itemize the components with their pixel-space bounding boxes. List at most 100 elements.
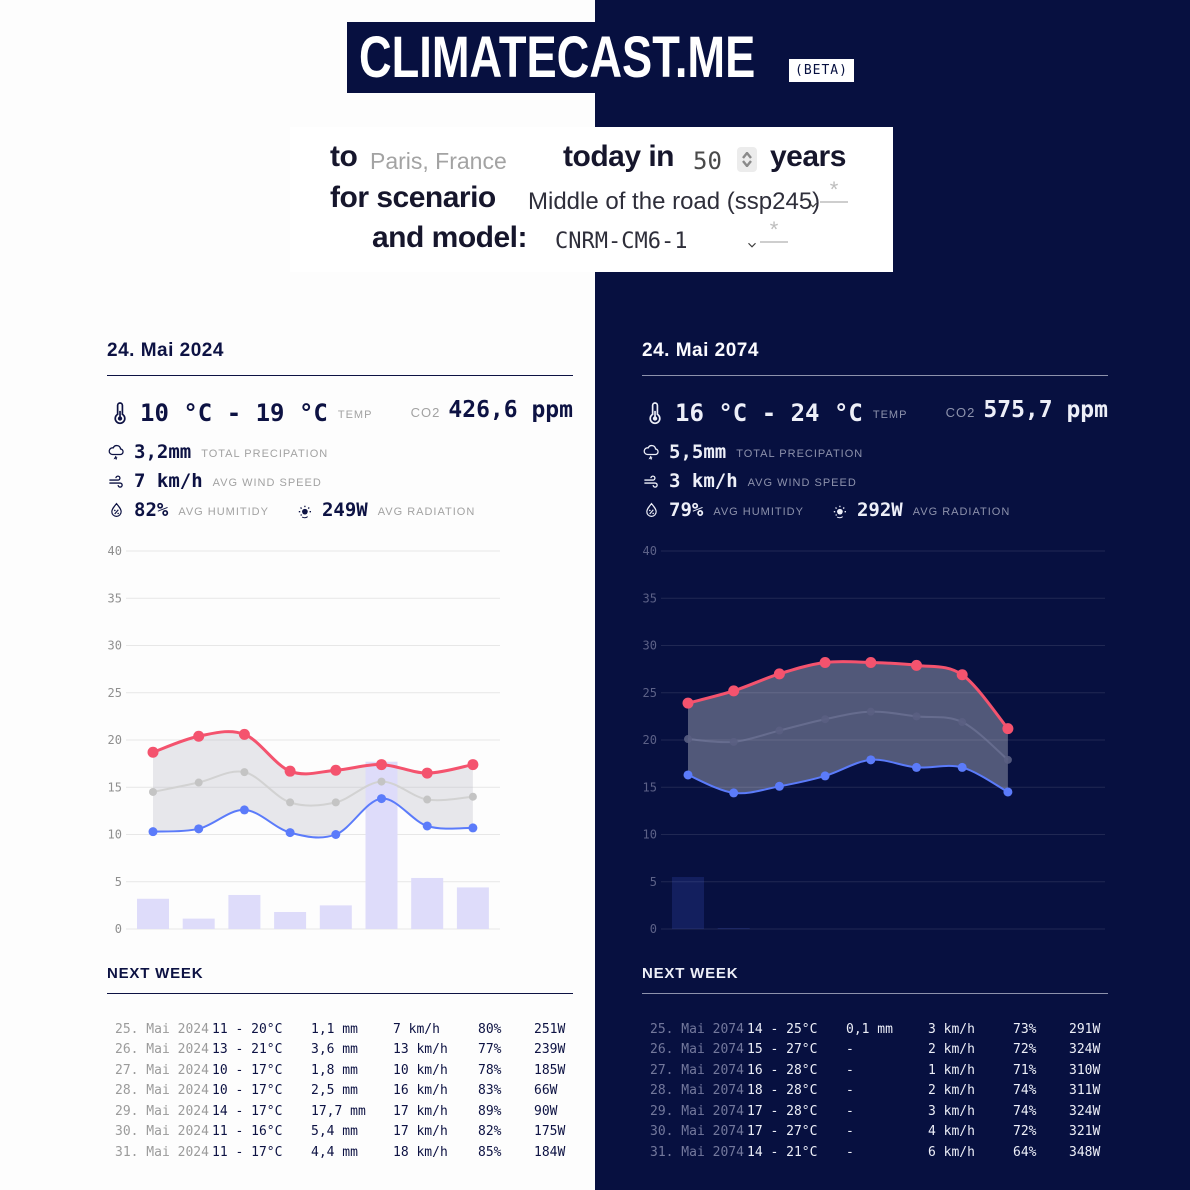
co2-value: 575,7 ppm <box>983 397 1108 423</box>
table-cell-humidity: 64% <box>995 1145 1051 1160</box>
table-cell-temp: 11 - 20°C <box>212 1021 283 1037</box>
wind-icon <box>375 1022 389 1036</box>
temp-range-value: 10 °C - 19 °C <box>140 399 328 427</box>
wind-icon <box>375 1104 389 1118</box>
table-row: 31. Mai 2024 11 - 17°C 4,4 mm 18 km/h 85… <box>115 1142 573 1163</box>
chevron-down-icon <box>745 237 759 251</box>
forecast-form: to Paris, France today in years for scen… <box>290 127 893 272</box>
svg-text:0: 0 <box>115 922 122 936</box>
next-week-title: NEXT WEEK <box>642 965 1108 994</box>
table-cell-wind: 16 km/h <box>375 1083 460 1098</box>
panel-today: 24. Mai 2024 10 °C - 19 °C TEMP CO2 426,… <box>107 340 573 1160</box>
svg-text:0: 0 <box>650 922 657 936</box>
temp-range-value: 16 °C - 24 °C <box>675 399 863 427</box>
table-cell-radiation: 185W <box>516 1063 573 1078</box>
table-cell-precip: 4,4 mm <box>293 1145 375 1160</box>
table-cell-precip: - <box>828 1063 910 1078</box>
table-cell-humidity: 89% <box>460 1104 516 1119</box>
svg-text:35: 35 <box>108 591 122 605</box>
table-cell-radiation: 324W <box>1051 1104 1108 1119</box>
years-input[interactable] <box>693 147 735 175</box>
sun-radiation-icon <box>516 1125 530 1139</box>
chevron-down-icon <box>806 197 820 211</box>
humidity-drop-icon <box>995 1022 1009 1036</box>
svg-text:15: 15 <box>108 780 122 794</box>
next-week-section: NEXT WEEK 25. Mai 2074 14 - 25°C 0,1 mm … <box>642 965 1108 1163</box>
table-cell-temp: 18 - 28°C <box>747 1083 818 1099</box>
table-cell-humidity: 83% <box>460 1083 516 1098</box>
humidity-value: 79% <box>669 499 704 521</box>
co2-label: CO2 <box>945 405 976 420</box>
scenario-label: for scenario <box>330 181 496 214</box>
table-cell-wind: 10 km/h <box>375 1063 460 1078</box>
svg-text:30: 30 <box>643 639 657 653</box>
location-input[interactable]: Paris, France <box>370 148 507 174</box>
sun-radiation-icon <box>1051 1043 1065 1057</box>
next-week-section: NEXT WEEK 25. Mai 2024 11 - 20°C 1,1 mm … <box>107 965 573 1163</box>
svg-text:25: 25 <box>643 686 657 700</box>
table-cell-humidity: 78% <box>460 1063 516 1078</box>
temp-label: TEMP <box>337 409 373 421</box>
table-cell-wind: 2 km/h <box>910 1042 995 1057</box>
table-row: 28. Mai 2074 18 - 28°C - 2 km/h 74% 311W <box>650 1081 1108 1102</box>
rain-cloud-icon <box>828 1063 842 1077</box>
sun-radiation-icon <box>830 501 849 520</box>
rain-cloud-icon <box>828 1043 842 1057</box>
today-in-label: today in <box>563 140 675 173</box>
table-cell-precip: 5,4 mm <box>293 1124 375 1139</box>
svg-text:20: 20 <box>643 733 657 747</box>
table-row: 30. Mai 2024 11 - 16°C 5,4 mm 17 km/h 82… <box>115 1122 573 1143</box>
humidity-drop-icon <box>995 1063 1009 1077</box>
wind-icon <box>910 1022 924 1036</box>
sun-radiation-icon <box>516 1084 530 1098</box>
precip-value: 5,5mm <box>669 441 727 463</box>
wind-value: 3 km/h <box>669 470 738 492</box>
wind-value: 7 km/h <box>134 470 203 492</box>
thermometer-icon <box>642 401 667 426</box>
wind-icon <box>107 472 126 491</box>
humidity-drop-icon <box>995 1145 1009 1159</box>
rain-cloud-icon <box>828 1104 842 1118</box>
svg-text:10: 10 <box>108 828 122 842</box>
rain-cloud-icon <box>293 1084 307 1098</box>
table-row: 26. Mai 2024 13 - 21°C 3,6 mm 13 km/h 77… <box>115 1040 573 1061</box>
table-cell-wind: 17 km/h <box>375 1104 460 1119</box>
svg-text:5: 5 <box>650 875 657 889</box>
humidity-drop-icon <box>460 1125 474 1139</box>
scenario-select[interactable]: Middle of the road (ssp245) <box>528 188 821 215</box>
sun-radiation-icon <box>516 1063 530 1077</box>
table-cell-precip: - <box>828 1104 910 1119</box>
humidity-drop-icon <box>460 1022 474 1036</box>
wind-icon <box>375 1145 389 1159</box>
humidity-value: 82% <box>134 499 169 521</box>
table-cell-precip: - <box>828 1145 910 1160</box>
table-cell-radiation: 184W <box>516 1145 573 1160</box>
app-header: CLIMATECAST.ME <box>347 22 768 93</box>
table-row: 30. Mai 2074 17 - 27°C - 4 km/h 72% 321W <box>650 1122 1108 1143</box>
humidity-drop-icon <box>460 1145 474 1159</box>
humidity-label: AVG HUMITIDY <box>713 506 804 518</box>
table-cell-temp: 10 - 17°C <box>212 1083 283 1099</box>
next-week-title: NEXT WEEK <box>107 965 573 994</box>
table-cell-date: 25. Mai 2024 <box>115 1021 209 1037</box>
table-cell-temp: 10 - 17°C <box>212 1062 283 1078</box>
rain-cloud-icon <box>293 1104 307 1118</box>
radiation-value: 249W <box>321 499 368 521</box>
svg-text:25: 25 <box>108 686 122 700</box>
table-cell-wind: 18 km/h <box>375 1145 460 1160</box>
co2-label: CO2 <box>410 405 441 420</box>
table-cell-wind: 17 km/h <box>375 1124 460 1139</box>
years-stepper[interactable] <box>737 147 757 172</box>
table-cell-humidity: 71% <box>995 1063 1051 1078</box>
table-row: 27. Mai 2074 16 - 28°C - 1 km/h 71% 310W <box>650 1060 1108 1081</box>
model-select[interactable]: CNRM-CM6-1 <box>555 229 688 254</box>
temperature-chart: 0 5 10 15 20 25 30 35 40 <box>108 544 500 936</box>
humidity-drop-icon <box>642 501 661 520</box>
wind-icon <box>910 1145 924 1159</box>
table-cell-temp: 14 - 25°C <box>747 1021 818 1037</box>
required-marker: * <box>760 213 788 243</box>
humidity-drop-icon <box>995 1084 1009 1098</box>
table-cell-precip: 2,5 mm <box>293 1083 375 1098</box>
rain-cloud-icon <box>828 1145 842 1159</box>
precip-label: TOTAL PRECIPATION <box>736 448 864 460</box>
